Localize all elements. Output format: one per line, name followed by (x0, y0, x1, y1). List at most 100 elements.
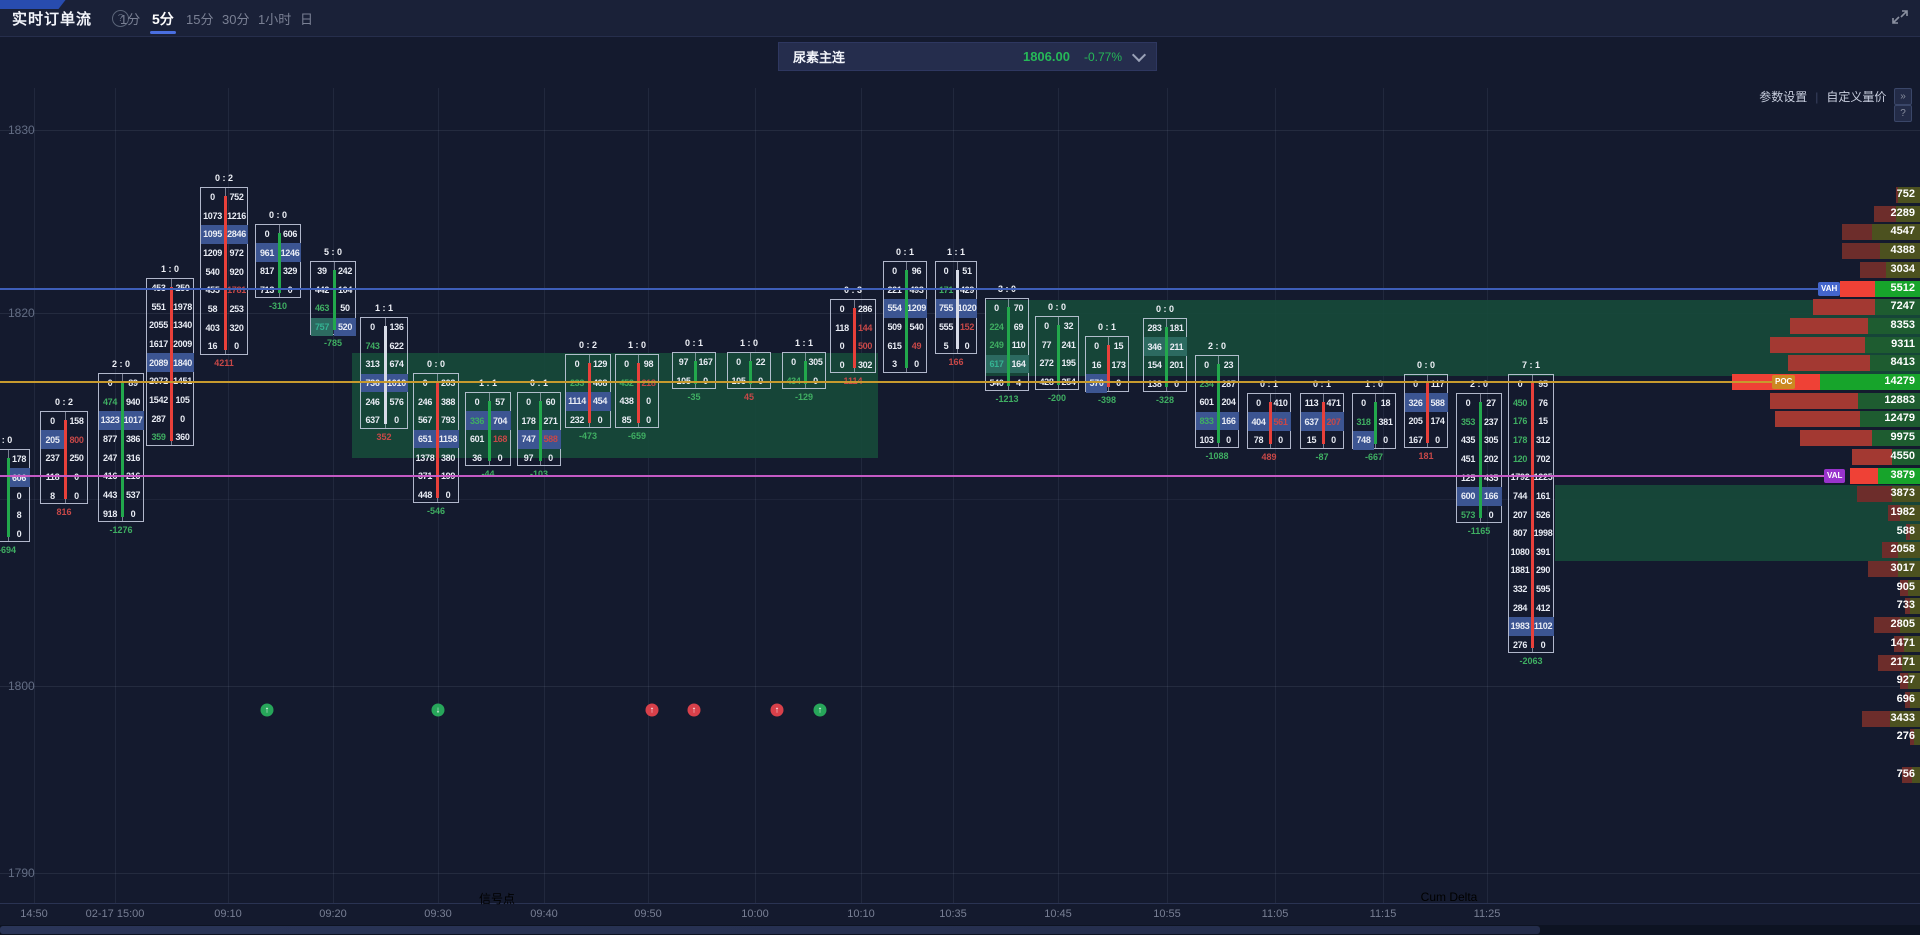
tab-日[interactable]: 日 (300, 12, 314, 27)
panel-collapse-button[interactable]: » (1894, 88, 1912, 105)
profile-buy-bar (1908, 673, 1920, 690)
ask-volume-cell: 161 (1535, 490, 1551, 501)
cum-delta-pane-label[interactable]: Cum Delta (1420, 890, 1478, 904)
ask-volume-cell: 241 (1061, 339, 1076, 350)
bid-volume-cell: 453 (147, 279, 170, 298)
ask-volume-cell: 674 (389, 359, 404, 370)
bid-volume-cell: 755 (936, 298, 956, 318)
signal-pane-label[interactable]: 信号点 (478, 892, 516, 906)
candle-delta-line (169, 286, 173, 441)
candle-delta-line (1530, 382, 1534, 649)
bid-volume-cell: 283 (1147, 322, 1162, 333)
profile-sell-bar (1775, 411, 1860, 428)
bid-volume-cell: 326 (1405, 393, 1426, 412)
profile-sell-bar (1906, 523, 1910, 540)
ask-volume-cell: 2009 (173, 338, 192, 349)
bid-volume-cell: 877 (102, 433, 118, 444)
bid-volume-cell: 451 (1460, 453, 1476, 464)
footprint-column: 0894749401323101787738624731641621644353… (98, 372, 144, 522)
bid-volume-cell: 554 (884, 298, 905, 318)
time-gridline (1275, 88, 1276, 903)
time-gridline (861, 88, 862, 903)
custom-volume-price-button[interactable]: 自定义量价 (1826, 90, 1887, 104)
profile-sell-bar (1813, 299, 1875, 316)
tab-1分[interactable]: 1分 (120, 12, 141, 27)
footprint-imbalance-header: 1 : 1 (374, 302, 393, 313)
footprint-delta-footer: -1088 (1205, 450, 1229, 461)
candle-delta-line (120, 381, 124, 517)
price-axis-label: 1820 (8, 306, 35, 320)
bid-volume-cell: 1881 (1510, 565, 1530, 576)
footprint-column: 4532505511978205513401617200920891840207… (146, 277, 194, 446)
ask-volume-cell: 0 (394, 415, 399, 426)
ask-volume-cell: 2846 (225, 224, 248, 244)
fullscreen-icon[interactable] (1890, 7, 1910, 27)
bid-volume-cell: 1095 (201, 224, 224, 244)
bid-volume-cell: 249 (989, 340, 1004, 351)
panel-help-button[interactable]: ? (1894, 105, 1912, 122)
ask-volume-cell: 410 (1273, 397, 1288, 408)
ask-volume-cell: 195 (1061, 358, 1076, 369)
profile-buy-bar (1868, 317, 1920, 334)
ask-volume-cell: 129 (592, 358, 608, 369)
ask-volume-cell: 972 (229, 247, 244, 258)
ask-volume-cell: 0 (130, 508, 136, 519)
ask-volume-cell: 15 (1113, 340, 1124, 351)
bid-volume-cell: 16 (207, 341, 218, 352)
footprint-delta-footer: -103 (517, 469, 561, 479)
ask-volume-cell: 1998 (1533, 528, 1553, 539)
tab-15分[interactable]: 15分 (186, 12, 214, 27)
instrument-selector[interactable]: 尿素主连 1806.00 -0.77% (778, 42, 1157, 71)
profile-buy-bar (1870, 355, 1920, 372)
bid-volume-cell: 601 (1199, 397, 1214, 408)
profile-row: 3433 (1862, 710, 1920, 727)
ask-volume-cell: 98 (643, 358, 654, 369)
profile-row: 1982 (1888, 504, 1920, 521)
ask-volume-cell: 360 (175, 432, 190, 443)
profile-sell-bar (1874, 617, 1900, 634)
profile-sell-bar (1790, 317, 1868, 334)
profile-buy-bar (1900, 504, 1920, 521)
bid-volume-cell: 448 (417, 489, 433, 500)
settings-button[interactable]: 参数设置 (1759, 90, 1808, 104)
bid-volume-cell: 205 (1408, 416, 1423, 427)
footprint-imbalance-header: 0 : 2 (54, 396, 73, 407)
profile-sell-bar (1868, 561, 1898, 577)
bid-volume-cell: 318 (1356, 416, 1371, 427)
bid-volume-cell: 0 (839, 359, 845, 370)
scrollbar-thumb[interactable] (0, 926, 1540, 934)
bid-volume-cell: 0 (1044, 320, 1049, 331)
profile-buy-bar (1886, 261, 1920, 278)
poc-line-tag: POC (1772, 375, 1796, 389)
candle-delta-line (1425, 382, 1429, 444)
footprint-delta-footer: -659 (627, 431, 646, 442)
profile-volume-value: 7247 (1890, 300, 1915, 313)
profile-buy-bar (1912, 766, 1920, 783)
ask-volume-cell: 18 (1380, 397, 1391, 408)
footprint-delta-footer: -328 (1155, 395, 1174, 406)
footprint-imbalance-header: 1 : 1 (946, 246, 965, 257)
profile-buy-bar (1904, 635, 1920, 652)
ask-volume-cell: 800 (69, 434, 84, 445)
ask-volume-cell: 305 (808, 356, 823, 367)
bid-volume-cell: 438 (619, 396, 634, 407)
help-icon[interactable]: ? (112, 10, 129, 27)
profile-sell-bar (1862, 710, 1890, 727)
profile-row: 2171 (1878, 654, 1920, 671)
footprint-imbalance-header: 0 : 1 (1312, 378, 1331, 389)
bid-volume-cell: 113 (1304, 397, 1319, 408)
footprint-column: 283 181 346 211 154 201 138 0 (1143, 317, 1187, 393)
tab-1小时[interactable]: 1小时 (258, 12, 292, 27)
bid-volume-cell: 0 (574, 358, 580, 369)
ask-volume-cell: 704 (489, 411, 511, 430)
ask-volume-cell: 0 (914, 359, 919, 370)
tab-5分[interactable]: 5分 (152, 11, 174, 27)
ask-volume-cell: 388 (440, 396, 456, 407)
ask-volume-cell: 8 (16, 509, 22, 520)
chevron-down-icon (1131, 47, 1147, 63)
bid-volume-cell: 403 (205, 322, 220, 333)
footprint-delta-footer: 166 (948, 356, 964, 367)
tab-30分[interactable]: 30分 (222, 12, 250, 27)
ask-volume-cell: 0 (1540, 640, 1546, 651)
